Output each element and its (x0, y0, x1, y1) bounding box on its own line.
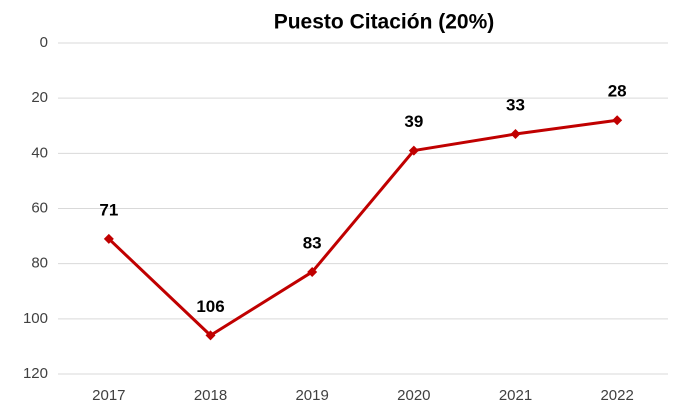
data-label: 83 (303, 233, 322, 252)
x-tick-label: 2018 (194, 387, 227, 404)
data-label: 33 (506, 96, 525, 115)
data-marker (510, 129, 521, 140)
data-label: 106 (196, 297, 224, 316)
x-tick-label: 2022 (600, 387, 633, 404)
data-label: 71 (99, 200, 118, 219)
x-tick-label: 2017 (92, 387, 125, 404)
y-tick-label: 40 (31, 144, 48, 161)
data-marker (205, 330, 216, 341)
y-tick-label: 0 (40, 34, 48, 51)
data-label: 28 (608, 82, 627, 101)
y-tick-label: 100 (23, 310, 48, 327)
data-line (107, 118, 618, 337)
data-marker (307, 266, 318, 277)
y-tick-label: 20 (31, 89, 48, 106)
data-marker (612, 115, 623, 126)
y-tick-label: 120 (23, 365, 48, 382)
x-tick-label: 2019 (295, 387, 328, 404)
y-tick-label: 60 (31, 199, 48, 216)
chart-title: Puesto Citación (20%) (274, 11, 495, 34)
data-marker (408, 145, 419, 156)
data-marker (103, 233, 114, 244)
data-label: 39 (404, 112, 423, 131)
x-tick-label: 2021 (499, 387, 532, 404)
x-tick-label: 2020 (397, 387, 430, 404)
y-tick-label: 80 (31, 255, 48, 272)
